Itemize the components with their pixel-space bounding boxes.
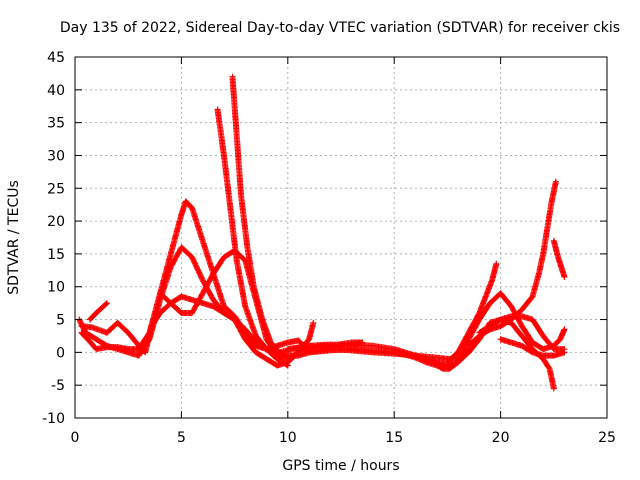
- y-tick-label: 5: [56, 313, 65, 329]
- y-tick-label: 45: [47, 50, 65, 66]
- series-track-14: [550, 237, 568, 280]
- y-tick-label: 40: [47, 83, 65, 99]
- data-layer: [76, 73, 568, 392]
- marker-track: [497, 336, 568, 359]
- marker-track: [214, 106, 291, 369]
- marker-track: [550, 237, 568, 280]
- y-tick-label: -5: [51, 378, 65, 394]
- series-track-6: [214, 106, 291, 369]
- y-tick-label: 25: [47, 181, 65, 197]
- series-track-11: [444, 260, 500, 366]
- x-tick-label: 10: [279, 430, 297, 446]
- marker-track: [86, 300, 110, 323]
- marker-track: [444, 260, 500, 366]
- plot-frame: [74, 56, 608, 419]
- series-track-12: [476, 313, 568, 353]
- y-axis-label: SDTVAR / TECUs: [6, 180, 22, 295]
- series-track-15: [497, 336, 568, 359]
- tick-layer: -10 -5 0 5 10 15 20 25 30 35 40 45 0 5 10 15 20 25: [42, 50, 616, 446]
- series-track-7: [229, 73, 366, 356]
- x-tick-label: 20: [492, 430, 510, 446]
- y-tick-label: 30: [47, 148, 65, 164]
- marker-track: [476, 313, 568, 353]
- y-tick-label: 20: [47, 214, 65, 230]
- y-tick-label: 35: [47, 116, 65, 132]
- y-tick-label: 10: [47, 280, 65, 296]
- x-tick-label: 25: [598, 430, 616, 446]
- marker-track: [327, 290, 568, 369]
- x-tick-label: 5: [177, 430, 186, 446]
- series-track-10: [327, 290, 568, 369]
- x-tick-label: 15: [385, 430, 403, 446]
- series-track-13: [465, 178, 559, 349]
- y-tick-label: 0: [56, 345, 65, 361]
- x-axis-label: GPS time / hours: [282, 458, 399, 474]
- y-tick-label: 15: [47, 247, 65, 263]
- marker-track: [465, 178, 559, 349]
- chart-title: Day 135 of 2022, Sidereal Day-to-day VTE…: [60, 20, 620, 36]
- y-tick-label: -10: [42, 411, 65, 427]
- marker-track: [229, 73, 366, 356]
- x-tick-label: 0: [71, 430, 80, 446]
- series-track-4: [86, 300, 110, 323]
